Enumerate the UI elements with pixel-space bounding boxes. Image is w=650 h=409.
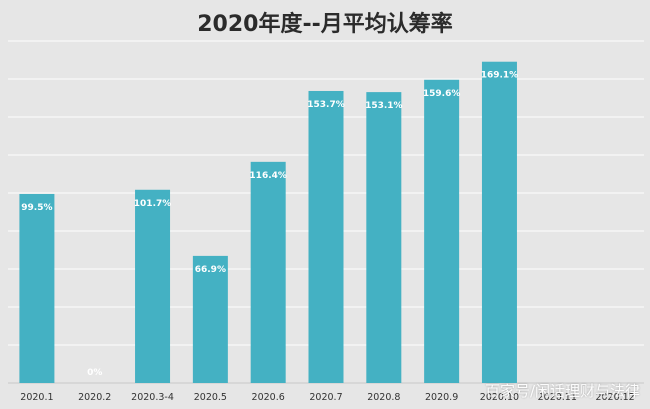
bar-2020.6 (250, 161, 286, 383)
x-tick-label-2020.1: 2020.1 (20, 392, 53, 403)
bar-2020.7 (308, 90, 344, 383)
data-label-2020.7: 153.7% (307, 100, 345, 110)
x-tick-label-2020.12: 2020.12 (595, 392, 634, 403)
bar-2020.8 (366, 92, 402, 384)
bar-2020.3-4 (135, 189, 171, 383)
chart-title: 2020年度--月平均认筹率 (197, 12, 453, 37)
bar-2020.9 (424, 79, 460, 383)
data-label-2020.1: 99.5% (21, 203, 52, 213)
data-label-2020.8: 153.1% (365, 101, 403, 111)
x-tick-label-2020.2: 2020.2 (78, 392, 111, 403)
x-tick-label-2020.5: 2020.5 (194, 392, 227, 403)
x-tick-label-2020.11: 2020.11 (538, 392, 577, 403)
bar-2020.10 (481, 61, 517, 384)
x-tick-label-2020.3-4: 2020.3-4 (131, 392, 174, 403)
x-tick-label-2020.10: 2020.10 (480, 392, 519, 403)
data-label-2020.6: 116.4% (249, 171, 287, 181)
data-label-2020.10: 169.1% (481, 71, 519, 81)
data-label-2020.2: 0% (87, 368, 102, 378)
bar-2020.5 (192, 255, 228, 383)
watermark: 百家号/闲话理财与法律 (484, 382, 640, 400)
x-tick-label-2020.7: 2020.7 (309, 392, 342, 403)
data-label-2020.5: 66.9% (195, 265, 226, 275)
bar-2020.1 (19, 193, 55, 383)
x-tick-label-2020.8: 2020.8 (367, 392, 400, 403)
data-label-2020.3-4: 101.7% (134, 199, 172, 209)
x-tick-label-2020.9: 2020.9 (425, 392, 458, 403)
x-tick-label-2020.6: 2020.6 (252, 392, 285, 403)
data-label-2020.9: 159.6% (423, 89, 461, 99)
